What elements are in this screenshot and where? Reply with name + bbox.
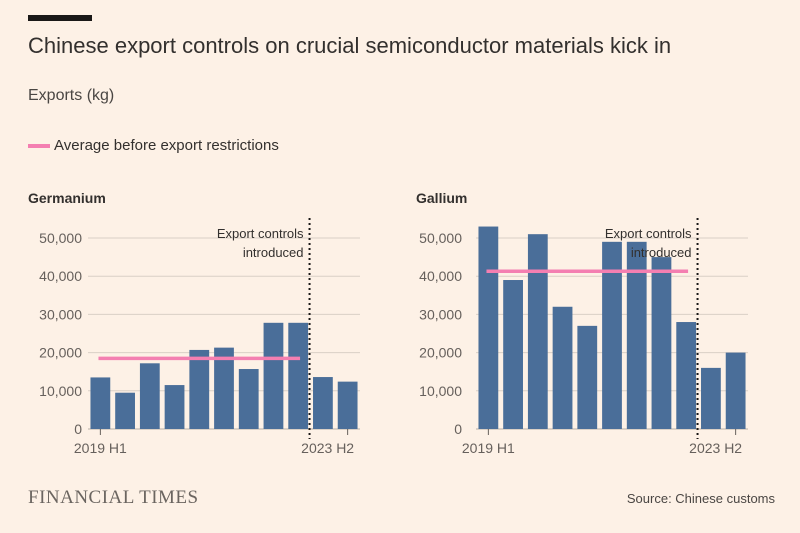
germanium-bar [139,363,160,429]
legend-average-swatch [28,143,50,148]
germanium-bar [313,377,333,429]
germanium-ytick-label: 10,000 [39,383,82,399]
germanium-bar [238,369,259,429]
germanium-xtick-label: 2023 H2 [301,440,354,456]
germanium-bar [164,385,185,429]
gallium-ytick-label: 10,000 [419,383,462,399]
gallium-bar [626,241,647,429]
chart-title: Chinese export controls on crucial semic… [28,33,672,58]
gallium-bar [676,322,697,429]
germanium-bar [214,347,234,429]
gallium-bar [552,306,573,429]
germanium-bar [115,392,135,429]
germanium-bar [263,322,284,429]
gallium-ytick-label: 30,000 [419,306,462,322]
gallium-bar [503,280,523,429]
gallium-bar [701,367,721,429]
germanium-ytick-label: 20,000 [39,345,82,361]
gallium-bar [651,257,672,429]
financial-times-logo: FINANCIAL TIMES [28,487,199,508]
germanium-annotation-line1: Export controls [217,226,304,241]
gallium-bar [602,241,622,429]
source-note: Source: Chinese customs [626,491,775,506]
germanium-ytick-label: 0 [74,421,82,437]
gallium-bar [577,325,598,429]
germanium-annotation-line2: introduced [243,245,304,260]
gallium-bar [725,352,746,429]
gallium-annotation-line2: introduced [631,245,692,260]
germanium-ytick-label: 30,000 [39,306,82,322]
chart-subtitle: Exports (kg) [28,87,115,104]
gallium-annotation-line1: Export controls [605,226,692,241]
legend: Average before export restrictions [28,137,279,154]
germanium-bar [288,322,309,429]
gallium-bar [527,234,548,429]
gallium-ytick-label: 50,000 [419,230,462,246]
gallium-ytick-label: 0 [454,421,462,437]
gallium-xtick-label: 2019 H1 [462,440,515,456]
germanium-bar [189,349,210,429]
germanium-panel-title: Germanium [28,190,106,206]
gallium-bar [478,226,499,429]
gallium-ytick-label: 40,000 [419,268,462,284]
germanium-ytick-label: 50,000 [39,230,82,246]
gallium-ytick-label: 20,000 [419,345,462,361]
germanium-bar [90,377,111,429]
germanium-bar [337,381,358,429]
gallium-xtick-label: 2023 H2 [689,440,742,456]
legend-average-label: Average before export restrictions [54,137,279,154]
germanium-xtick-label: 2019 H1 [74,440,127,456]
brand-top-bar [28,15,92,21]
gallium-panel-title: Gallium [416,190,468,206]
germanium-ytick-label: 40,000 [39,268,82,284]
